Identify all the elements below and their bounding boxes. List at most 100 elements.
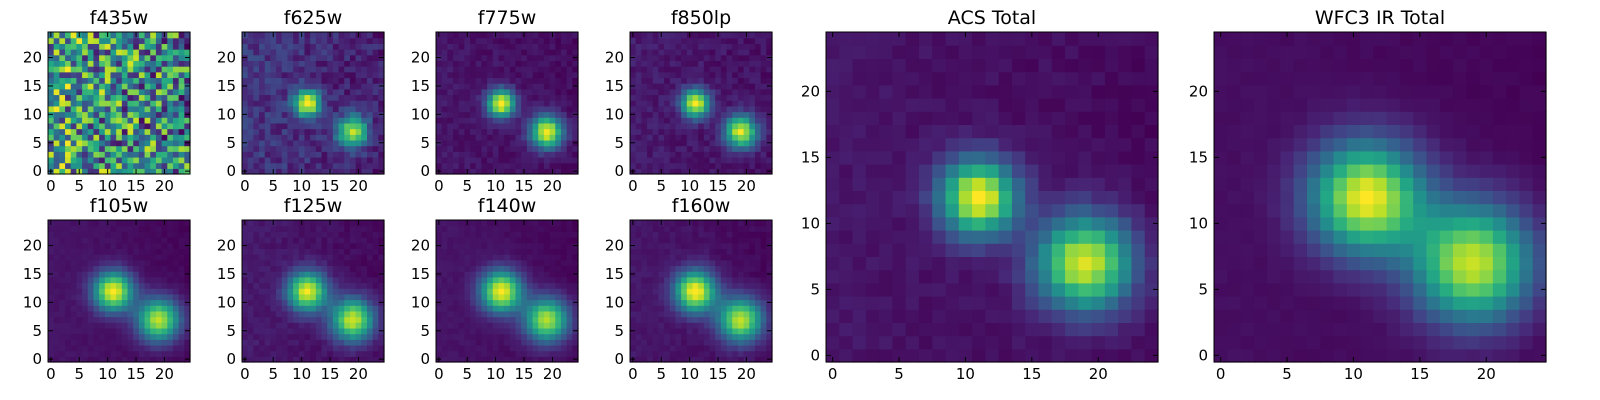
heatmap-cell	[487, 259, 494, 267]
heatmap-cell	[53, 339, 60, 346]
heatmap-cell	[93, 344, 100, 352]
heatmap-cell	[264, 276, 271, 284]
heatmap-cell	[737, 356, 745, 363]
heatmap-cell	[253, 162, 260, 169]
heatmap-cell	[150, 54, 157, 61]
heatmap-cell	[178, 156, 185, 164]
heatmap-cell	[310, 220, 317, 227]
heatmap-cell	[327, 293, 334, 301]
heatmap-cell	[504, 162, 511, 169]
heatmap-cell	[436, 248, 443, 255]
heatmap-cell	[332, 77, 340, 84]
heatmap-cell	[515, 168, 522, 175]
heatmap-cell	[332, 310, 340, 318]
heatmap-cell	[349, 310, 357, 318]
heatmap-cell	[127, 316, 134, 323]
heatmap-cell	[65, 32, 72, 39]
heatmap-cell	[560, 134, 568, 141]
heatmap-cell	[766, 344, 773, 352]
heatmap-cell	[726, 54, 733, 61]
heatmap-cell	[338, 122, 345, 130]
heatmap-cell	[726, 168, 733, 175]
heatmap-cell	[715, 100, 722, 107]
heatmap-cell	[99, 134, 106, 141]
heatmap-cell	[281, 276, 289, 284]
heatmap-cell	[99, 225, 106, 232]
heatmap-cell	[543, 237, 551, 244]
heatmap-cell	[104, 43, 112, 50]
y-tick-label: 15	[411, 265, 430, 283]
heatmap-cell	[647, 128, 654, 135]
heatmap-cell	[144, 54, 151, 61]
heatmap-cell	[93, 37, 100, 44]
heatmap-cell	[475, 88, 483, 96]
heatmap-cell	[349, 259, 357, 267]
heatmap-cell	[121, 156, 129, 164]
heatmap-cell	[543, 71, 551, 79]
heatmap-cell	[453, 248, 460, 255]
heatmap-cell	[538, 105, 545, 113]
heatmap-cell	[492, 299, 500, 306]
heatmap-cell	[178, 220, 185, 227]
heatmap-cell	[327, 254, 334, 261]
heatmap-cell	[749, 88, 756, 96]
heatmap-cell	[53, 356, 60, 363]
heatmap-cell	[276, 350, 283, 357]
x-tick-label: 10	[292, 365, 311, 383]
heatmap-cell	[116, 117, 123, 124]
heatmap-cell	[338, 94, 345, 101]
heatmap-cell	[475, 168, 483, 175]
heatmap-cell	[487, 49, 494, 56]
heatmap-cell	[720, 168, 728, 175]
heatmap-cell	[287, 37, 294, 44]
heatmap-cell	[487, 156, 494, 164]
heatmap-cell	[555, 111, 562, 118]
heatmap-cell	[709, 276, 716, 284]
heatmap-cell	[344, 299, 351, 306]
heatmap-cell	[720, 305, 728, 312]
heatmap-cell	[698, 356, 705, 363]
heatmap-cell	[70, 282, 77, 289]
heatmap-cell	[647, 316, 654, 323]
heatmap-cell	[87, 32, 95, 39]
heatmap-cell	[566, 117, 573, 124]
heatmap-cell	[76, 225, 83, 232]
heatmap-cell	[372, 100, 379, 107]
heatmap-cell	[647, 94, 654, 101]
heatmap-cell	[65, 37, 72, 44]
heatmap-cell	[635, 299, 642, 306]
heatmap-cell	[82, 88, 89, 96]
heatmap-cell	[543, 105, 551, 113]
panel-title: f125w	[284, 195, 343, 217]
heatmap-cell	[104, 145, 112, 152]
heatmap-cell	[150, 259, 157, 267]
heatmap-cell	[366, 88, 374, 96]
heatmap-cell	[178, 71, 185, 79]
heatmap-cell	[65, 333, 72, 340]
heatmap-cell	[48, 117, 55, 124]
heatmap-cell	[48, 305, 55, 312]
heatmap-cell	[538, 293, 545, 301]
heatmap-cell	[681, 37, 688, 44]
heatmap-cell	[99, 151, 106, 158]
heatmap-cell	[372, 282, 379, 289]
heatmap-cell	[361, 111, 368, 118]
heatmap-cell	[247, 254, 254, 261]
heatmap-cell	[70, 265, 77, 272]
y-tick-label: 5	[32, 134, 42, 152]
heatmap-cell	[481, 37, 488, 44]
heatmap-cell	[178, 66, 185, 73]
heatmap-cell	[184, 100, 191, 107]
heatmap-cell	[572, 43, 579, 50]
heatmap-cell	[487, 105, 494, 113]
heatmap-cell	[378, 333, 385, 340]
heatmap-cell	[664, 122, 671, 130]
heatmap-cell	[720, 350, 728, 357]
heatmap-cell	[155, 237, 163, 244]
heatmap-cell	[652, 71, 659, 79]
heatmap-cell	[315, 88, 323, 96]
heatmap-cell	[464, 88, 471, 96]
heatmap-cell	[652, 288, 659, 295]
heatmap-cell	[161, 122, 168, 130]
heatmap-cell	[441, 134, 448, 141]
